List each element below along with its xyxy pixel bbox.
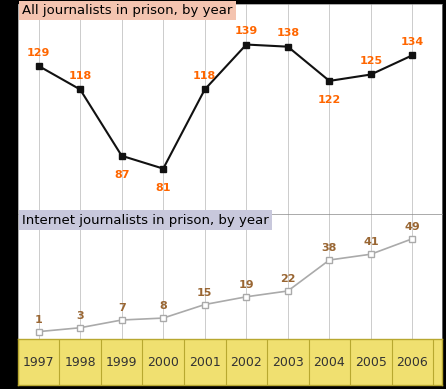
Text: 2005: 2005 [355,356,387,369]
Text: 7: 7 [118,303,126,313]
Text: 49: 49 [405,222,420,232]
Text: 118: 118 [69,71,92,81]
Text: 38: 38 [322,243,337,253]
Text: 3: 3 [76,311,84,321]
Text: 118: 118 [193,71,216,81]
Text: 2000: 2000 [147,356,179,369]
Text: 2002: 2002 [231,356,262,369]
Text: 1: 1 [35,315,42,325]
Text: 15: 15 [197,287,212,298]
Text: 139: 139 [235,26,258,36]
Text: 1998: 1998 [64,356,96,369]
Text: 1997: 1997 [23,356,54,369]
Text: 138: 138 [276,28,299,39]
Text: 1999: 1999 [106,356,137,369]
Text: 2001: 2001 [189,356,221,369]
Text: 2004: 2004 [314,356,345,369]
Text: Internet journalists in prison, by year: Internet journalists in prison, by year [22,214,269,226]
Text: 134: 134 [401,37,424,47]
Text: 41: 41 [363,237,379,247]
Text: 2006: 2006 [396,356,428,369]
Text: 125: 125 [359,56,383,66]
Text: 129: 129 [27,47,50,58]
Text: 8: 8 [159,301,167,311]
Text: 122: 122 [318,95,341,105]
Text: 81: 81 [156,182,171,193]
Text: 22: 22 [280,274,296,284]
Text: 87: 87 [114,170,129,180]
Text: 2003: 2003 [272,356,304,369]
Text: 19: 19 [239,280,254,290]
Text: All journalists in prison, by year: All journalists in prison, by year [22,4,232,17]
